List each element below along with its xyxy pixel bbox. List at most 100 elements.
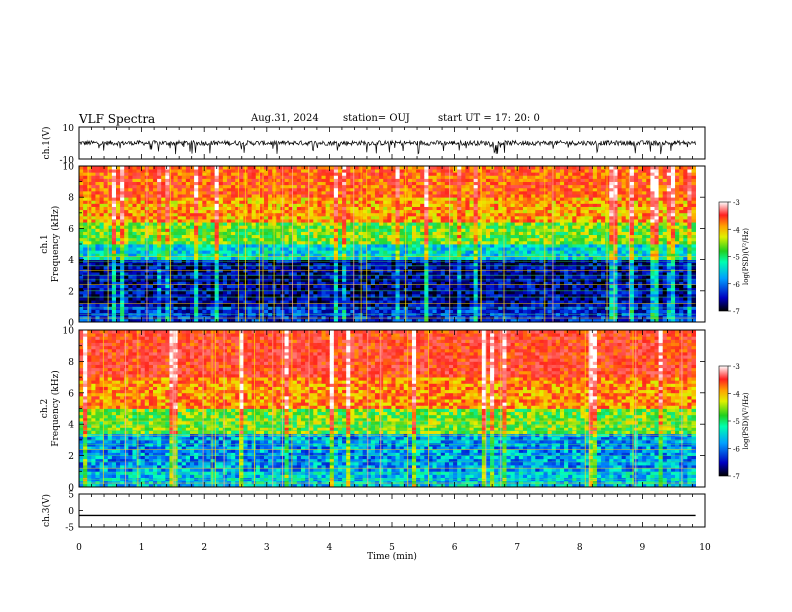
ch1-spectrogram-cell (292, 181, 298, 186)
ch1-spectrogram-cell (313, 250, 318, 254)
ch1-spectrogram-cell (128, 197, 133, 201)
ch1-spectrogram-cell (387, 215, 392, 220)
ch1-spectrogram-cell (79, 256, 84, 260)
ch1-spectrogram-cell (276, 212, 281, 217)
ch1-spectrogram-cell (91, 262, 96, 267)
ch1-spectrogram-cell (124, 175, 129, 179)
ch1-spectrogram-cell (276, 287, 281, 292)
ch1-spectrogram-cell (346, 197, 351, 201)
ch1-spectrogram-cell (111, 194, 117, 198)
ch1-spectrogram-cell (157, 272, 162, 276)
ch1-spectrogram-cell (111, 222, 117, 226)
ch1-spectrogram-cell (255, 209, 261, 214)
ch1-spectrogram-cell (424, 209, 429, 214)
ch1-spectrogram-cell (325, 203, 331, 207)
ch1-spectrogram-cell (379, 234, 384, 239)
ch1-spectrogram-cell (185, 290, 191, 295)
ch1-spectrogram-cell (95, 219, 100, 223)
ch1-spectrogram-cell (436, 212, 442, 217)
ch1-spectrogram-cell (461, 225, 466, 229)
ch1-spectrogram-cell (300, 287, 306, 292)
ch1-spectrogram-cell (247, 265, 253, 270)
ch1-spectrogram-cell (222, 215, 228, 220)
ch1-spectrogram-cell (185, 234, 191, 239)
ch1-spectrogram-cell (465, 265, 470, 270)
ch1-spectrogram-cell (296, 222, 302, 226)
ch1-spectrogram-cell (206, 225, 211, 229)
ch1-spectrogram-cell (440, 237, 446, 242)
ch1-spectrogram-cell (329, 275, 335, 279)
ch1-spectrogram-cell (399, 250, 405, 254)
ch1-spectrogram-cell (140, 284, 146, 289)
ch1-spectrogram-cell (202, 175, 207, 179)
ch1-spectrogram-cell (436, 234, 442, 239)
ch1-spectrogram-cell (210, 240, 216, 245)
ch1-spectrogram-cell (177, 303, 183, 307)
ch1-spectrogram-cell (255, 237, 261, 242)
ch1-spectrogram-cell (309, 253, 314, 257)
ch1-spectrogram-cell (292, 250, 298, 254)
ch1-spectrogram-cell (239, 206, 244, 211)
ch1-spectrogram-cell (354, 194, 359, 198)
ch1-spectrogram-cell (342, 253, 347, 257)
ch1-spectrogram-cell (477, 256, 483, 260)
ch1-spectrogram-cell (432, 293, 438, 298)
ch1-spectrogram-cell (424, 178, 429, 182)
ch1-spectrogram-cell (362, 187, 368, 192)
ch1-spectrogram-cell (87, 265, 92, 270)
ch1-spectrogram-cell (292, 209, 298, 214)
ch1-spectrogram-cell (432, 250, 438, 254)
ch1-spectrogram-cell (79, 318, 84, 323)
ch1-spectrogram-cell (202, 272, 207, 276)
ch1-spectrogram-cell (350, 215, 355, 220)
ch1-spectrogram-cell (140, 240, 146, 245)
ch1-spectrogram-cell (321, 272, 327, 276)
ch1-spectrogram-cell (111, 181, 117, 186)
ch1-spectrogram-cell (255, 197, 261, 201)
ch1-spectrogram-cell (111, 169, 117, 173)
ch1-spectrogram-cell (181, 228, 187, 232)
ch1-spectrogram-cell (91, 194, 96, 198)
ch1-spectrogram-cell (379, 209, 384, 214)
ch1-spectrogram-cell (432, 209, 438, 214)
ch1-spectrogram-cell (83, 244, 88, 248)
ch1-spectrogram-cell (214, 200, 220, 204)
ch1-spectrogram-cell (206, 231, 211, 236)
ch1-spectrogram-cell (379, 309, 384, 314)
ch1-spectrogram-cell (391, 222, 396, 226)
ch1-spectrogram-cell (461, 284, 466, 289)
ch1-spectrogram-cell (136, 240, 142, 245)
ch1-spectrogram-cell (83, 315, 88, 320)
ch1-spectrogram-cell (321, 215, 327, 220)
ch1-spectrogram-cell (231, 187, 236, 192)
ch1-spectrogram-cell (185, 197, 191, 201)
ch1-spectrogram-cell (399, 197, 405, 201)
ch1-spectrogram-cell (99, 287, 105, 292)
ch1-spectrogram-cell (424, 237, 429, 242)
ch1-spectrogram-cell (107, 262, 113, 267)
ch1-spectrogram-cell (107, 303, 113, 307)
ch1-spectrogram-cell (416, 187, 421, 192)
ch1-spectrogram-cell (411, 281, 417, 285)
ch1-spectrogram-cell (342, 197, 347, 201)
ch1-spectrogram-cell (206, 219, 211, 223)
ch1-spectrogram-cell (321, 212, 327, 217)
ch1-spectrogram-cell (333, 175, 339, 179)
ch1-spectrogram-cell (305, 166, 310, 170)
ch1-spectrogram-cell (296, 200, 302, 204)
ch1-spectrogram-cell (465, 284, 470, 289)
ch1-spectrogram-cell (165, 287, 170, 292)
ch1-spectrogram-cell (366, 309, 372, 314)
ch1-spectrogram-cell (189, 228, 195, 232)
ch1-spectrogram-cell (342, 318, 347, 323)
ch1-spectrogram-cell (440, 178, 446, 182)
ch1-spectrogram-cell (387, 309, 392, 314)
ch1-spectrogram-cell (276, 309, 281, 314)
ch1-spectrogram-cell (370, 219, 376, 223)
ch1-spectrogram-cell (333, 303, 339, 307)
ch1-spectrogram-cell (210, 253, 216, 257)
ch1-spectrogram-cell (354, 293, 359, 298)
ch1-spectrogram-cell (111, 175, 117, 179)
ch1-spectrogram-cell (198, 184, 203, 189)
ch1-spectrogram-cell (399, 184, 405, 189)
